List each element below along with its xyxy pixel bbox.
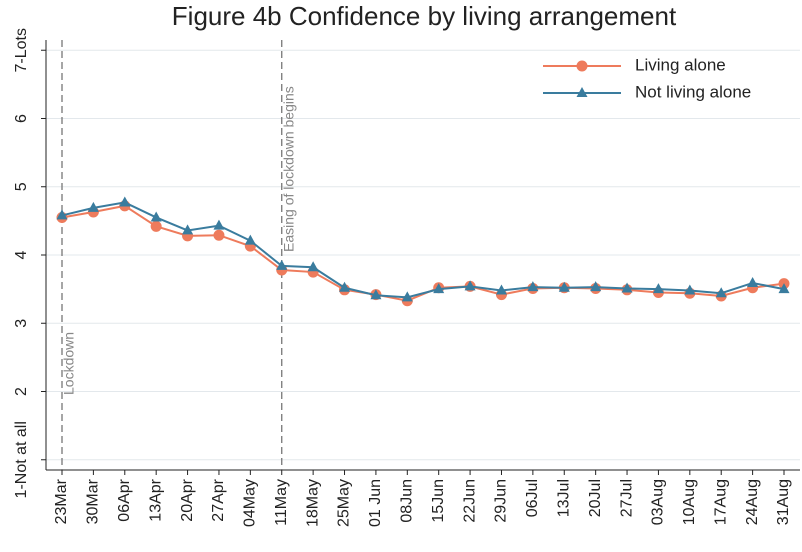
marker: [339, 281, 351, 292]
marker: [182, 224, 194, 235]
marker: [370, 289, 382, 300]
x-tick-label: 03Aug: [650, 479, 667, 525]
annotation-text: Lockdown: [61, 332, 77, 395]
marker: [527, 281, 539, 292]
y-tick-label: 2: [13, 387, 30, 396]
series-line: [61, 204, 785, 302]
x-tick-label: 15Jun: [430, 479, 447, 523]
annotation-text: Easing of lockdown begins: [280, 86, 296, 252]
x-tick-label: 29Jun: [493, 479, 510, 523]
marker: [87, 201, 99, 212]
marker: [495, 284, 507, 295]
y-tick-label: 6: [13, 114, 30, 123]
x-tick-label: 13Apr: [147, 478, 164, 521]
x-tick-label: 20Jul: [587, 479, 604, 517]
y-tick-label: 5: [13, 182, 30, 191]
marker: [464, 280, 476, 291]
marker: [244, 234, 256, 245]
x-tick-label: 11May: [273, 479, 290, 526]
x-tick-label: 08Jun: [399, 479, 416, 523]
legend-marker: [576, 60, 588, 72]
y-tick-label: 3: [13, 319, 30, 328]
chart-title: Figure 4b Confidence by living arrangeme…: [172, 1, 677, 31]
x-tick-label: 17Aug: [712, 479, 729, 525]
x-tick-label: 30Mar: [85, 478, 102, 524]
marker: [590, 281, 602, 292]
x-tick-label: 18May: [304, 479, 321, 527]
x-tick-label: 27Jul: [618, 479, 635, 517]
marker: [747, 276, 759, 287]
series-line: [61, 201, 785, 299]
y-tick-label: 7-Lots: [13, 28, 30, 72]
x-tick-label: 06Apr: [116, 478, 133, 521]
x-tick-label: 20Apr: [179, 478, 196, 521]
y-tick-label: 1-Not at all: [13, 421, 30, 498]
marker: [150, 220, 162, 232]
y-tick-label: 4: [13, 250, 30, 259]
x-tick-label: 31Aug: [775, 479, 792, 525]
legend-label: Living alone: [635, 55, 726, 74]
marker: [213, 229, 225, 241]
marker: [401, 291, 413, 302]
marker: [56, 209, 68, 220]
marker: [276, 259, 288, 270]
x-tick-label: 22Jun: [461, 479, 478, 523]
marker: [621, 282, 633, 293]
x-tick-label: 10Aug: [681, 479, 698, 525]
marker: [778, 283, 790, 294]
marker: [684, 284, 696, 295]
marker: [119, 196, 131, 207]
x-tick-label: 23Mar: [53, 478, 70, 524]
marker: [715, 287, 727, 298]
legend-label: Not living alone: [635, 82, 751, 101]
legend-marker: [576, 87, 588, 97]
x-tick-label: 13Jul: [555, 479, 572, 517]
marker: [150, 211, 162, 222]
x-tick-label: 27Apr: [210, 478, 227, 521]
x-tick-label: 04May: [242, 479, 259, 527]
marker: [213, 219, 225, 230]
x-tick-label: 01 Jun: [367, 479, 384, 527]
x-tick-label: 24Aug: [744, 479, 761, 525]
marker: [652, 283, 664, 294]
x-tick-label: 25May: [336, 479, 353, 527]
x-tick-label: 06Jul: [524, 479, 541, 517]
marker: [307, 261, 319, 272]
marker: [558, 281, 570, 292]
marker: [433, 283, 445, 294]
